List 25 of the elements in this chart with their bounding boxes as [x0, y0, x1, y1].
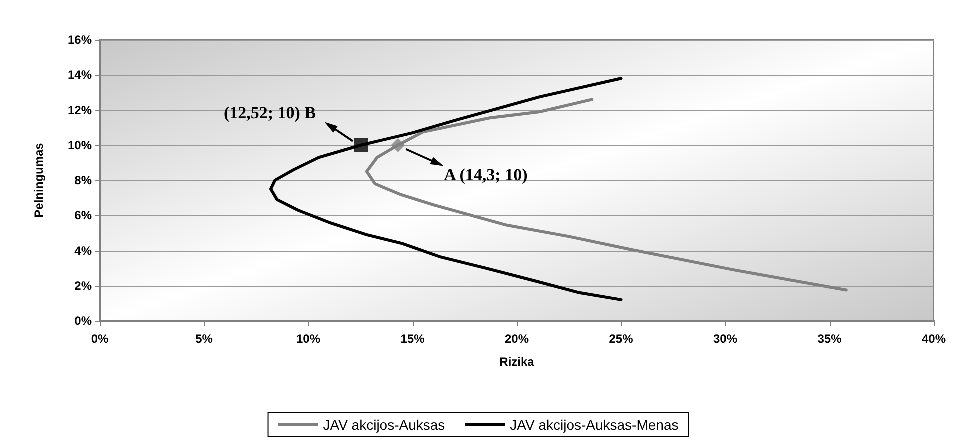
x-tick-label: 35%	[818, 332, 842, 346]
annotation: (12,52; 10) B	[224, 103, 316, 122]
x-tick-label: 40%	[922, 332, 946, 346]
x-axis-title: Rizika	[500, 355, 535, 369]
y-tick-label: 2%	[74, 278, 92, 293]
x-tick-label: 0%	[91, 332, 109, 346]
y-tick-label: 12%	[68, 103, 92, 118]
x-tick-label: 30%	[713, 332, 738, 346]
y-tick-label: 0%	[74, 314, 92, 328]
y-tick-label: 6%	[74, 208, 92, 223]
x-tick-label: 20%	[504, 332, 530, 346]
legend-label: JAV akcijos-Auksas	[323, 417, 446, 433]
y-tick-label: 16%	[68, 33, 92, 47]
annotation: A (14,3; 10)	[444, 166, 528, 185]
y-tick-label: 4%	[74, 244, 92, 258]
y-tick-label: 10%	[68, 138, 92, 152]
legend-label: JAV akcijos-Auksas-Menas	[510, 417, 679, 433]
line-series	[365, 98, 848, 292]
x-tick-label: 10%	[296, 332, 321, 346]
x-tick-label: 25%	[609, 332, 634, 346]
y-tick-label: 14%	[68, 68, 92, 82]
y-axis-title: Pelningumas	[32, 142, 46, 218]
y-tick-label: 8%	[74, 174, 92, 188]
x-tick-label: 15%	[400, 332, 426, 346]
x-tick-label: 5%	[196, 332, 214, 346]
